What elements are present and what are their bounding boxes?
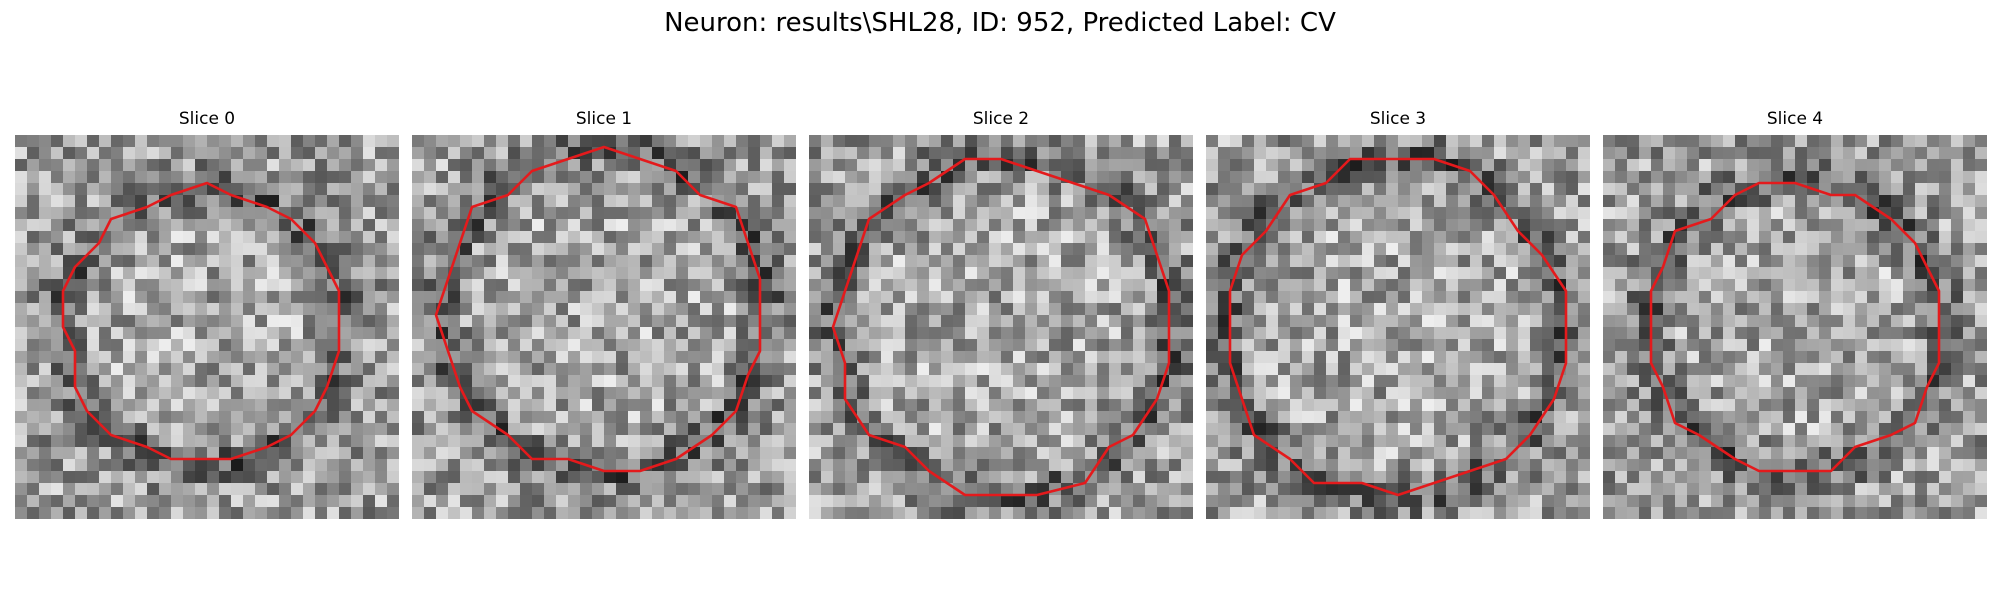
cell-contour-1 xyxy=(434,145,762,473)
cell-contour-3 xyxy=(1228,157,1568,497)
slice-pixels-3 xyxy=(1206,135,1590,519)
slice-image-4 xyxy=(1603,135,1987,519)
cell-contour-0 xyxy=(61,181,341,461)
cell-contour-4 xyxy=(1649,181,1941,473)
slice-image-1 xyxy=(412,135,796,519)
slice-pixels-1 xyxy=(412,135,796,519)
slice-panel-4: Slice 4 xyxy=(1603,0,1987,520)
slice-image-3 xyxy=(1206,135,1590,519)
slice-title-3: Slice 3 xyxy=(1369,109,1427,129)
slice-panel-3: Slice 3 xyxy=(1206,0,1590,520)
slice-image-0 xyxy=(15,135,399,519)
slice-image-2 xyxy=(809,135,1193,519)
slice-title-1: Slice 1 xyxy=(575,109,633,129)
slice-panel-2: Slice 2 xyxy=(809,0,1193,520)
slice-title-2: Slice 2 xyxy=(972,109,1030,129)
cell-contour-2 xyxy=(831,157,1171,497)
slice-pixels-0 xyxy=(15,135,399,519)
slice-panel-0: Slice 0 xyxy=(15,0,399,520)
figure-title: Neuron: results\SHL28, ID: 952, Predicte… xyxy=(664,8,1336,38)
slice-panel-1: Slice 1 xyxy=(412,0,796,520)
slice-title-4: Slice 4 xyxy=(1766,109,1824,129)
slice-pixels-4 xyxy=(1603,135,1987,519)
slice-pixels-2 xyxy=(809,135,1193,519)
slice-title-0: Slice 0 xyxy=(178,109,236,129)
